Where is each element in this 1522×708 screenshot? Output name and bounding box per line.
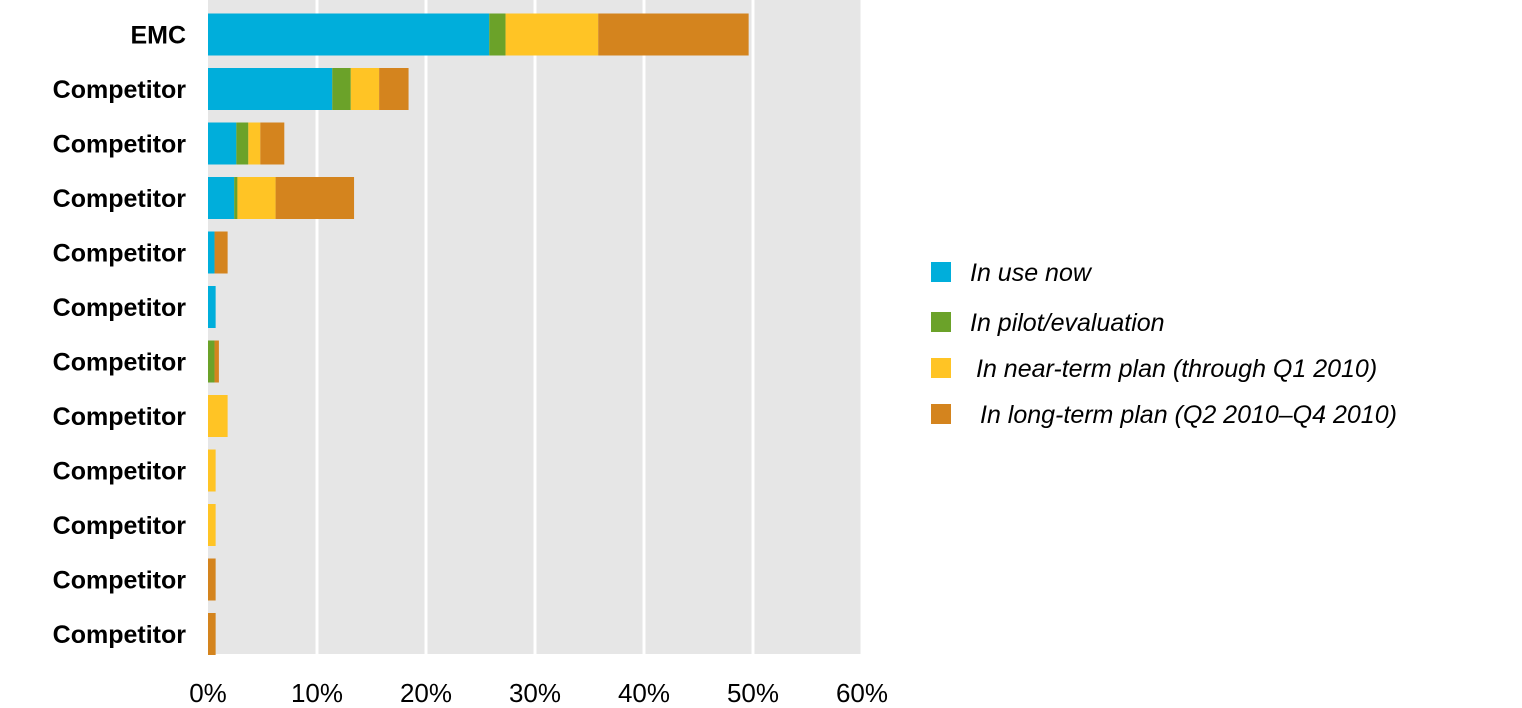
legend-swatch <box>931 404 951 424</box>
legend-swatch <box>931 312 951 332</box>
bar-segment <box>208 286 216 328</box>
legend: In use now In pilot/evaluation In near-ter… <box>931 259 1397 429</box>
legend-label: In long-term plan (Q2 2010–Q4 2010) <box>980 401 1397 429</box>
bar-segment <box>214 340 219 383</box>
x-tick-label: 30% <box>509 678 561 708</box>
bar-segment <box>208 13 490 56</box>
category-label: Competitor <box>53 185 187 213</box>
legend-swatch <box>931 358 951 378</box>
x-axis-ticks: 0% 10% 20% 30% 40% 50% 60% <box>189 678 888 708</box>
bar-segment <box>260 122 285 165</box>
category-label: Competitor <box>53 131 187 159</box>
category-label: Competitor <box>53 349 187 377</box>
legend-label: In near-term plan (through Q1 2010) <box>976 355 1377 383</box>
category-label: Competitor <box>53 458 187 486</box>
bar-segment <box>248 122 261 165</box>
legend-label: In use now <box>970 259 1093 287</box>
bar-segment <box>237 177 276 219</box>
category-labels: EMC Competitor Competitor Competitor Competi… <box>53 22 187 650</box>
legend-swatch <box>931 262 951 282</box>
bar-segment <box>208 68 333 110</box>
bar-segment <box>275 177 355 219</box>
bar-segment <box>208 231 215 274</box>
bar-segment <box>208 177 235 219</box>
bars <box>208 13 749 655</box>
bar-segment <box>214 231 228 274</box>
bar-segment <box>208 449 216 492</box>
bar-segment <box>208 395 228 437</box>
bar-segment <box>234 177 238 219</box>
category-label: Competitor <box>53 567 187 595</box>
category-label: Competitor <box>53 294 187 322</box>
x-tick-label: 0% <box>189 678 227 708</box>
category-label: Competitor <box>53 621 187 649</box>
bar-segment <box>208 558 216 601</box>
bar-segment <box>379 68 409 110</box>
x-tick-label: 10% <box>291 678 343 708</box>
bar-segment <box>489 13 506 56</box>
bar-segment <box>208 340 215 383</box>
bar-segment <box>505 13 599 56</box>
category-label: Competitor <box>53 512 187 540</box>
category-label: Competitor <box>53 403 187 431</box>
bar-segment <box>208 504 216 546</box>
bar-segment <box>208 122 237 165</box>
category-label: Competitor <box>53 240 187 268</box>
category-label: EMC <box>130 22 186 50</box>
x-tick-label: 40% <box>618 678 670 708</box>
bar-segment <box>350 68 380 110</box>
bar-segment <box>332 68 351 110</box>
x-tick-label: 60% <box>836 678 888 708</box>
bar-segment <box>598 13 749 56</box>
x-tick-label: 20% <box>400 678 452 708</box>
bar-segment <box>236 122 249 165</box>
legend-label: In pilot/evaluation <box>970 309 1165 337</box>
bar-segment <box>208 613 216 655</box>
x-tick-label: 50% <box>727 678 779 708</box>
category-label: Competitor <box>53 76 187 104</box>
